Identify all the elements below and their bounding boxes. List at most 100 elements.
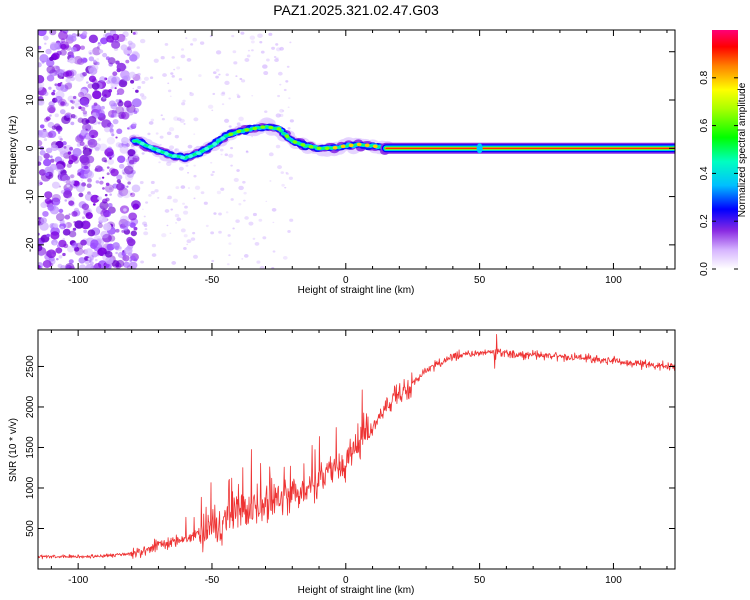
noise-blob [187,171,190,174]
noise-blob [272,221,275,224]
noise-blob [230,164,233,167]
ridge-peak [300,143,306,147]
noise-blob [114,87,117,90]
noise-blob [130,79,135,84]
noise-blob [251,49,254,52]
noise-blob [115,136,118,139]
noise-blob [82,93,92,102]
noise-blob [182,210,189,215]
ridge-peak [364,143,370,148]
noise-blob [94,262,102,269]
noise-blob [67,95,75,102]
noise-blob [186,58,192,62]
noise-blob [98,49,104,54]
noise-blob [268,152,274,157]
noise-blob [108,187,113,191]
noise-blob [171,56,175,59]
noise-blob [123,165,134,175]
ridge-peak [308,145,314,149]
noise-blob [167,89,172,93]
noise-blob [46,74,55,82]
spectrogram-ridge [127,117,675,164]
noise-blob [63,190,73,199]
noise-blob [108,89,113,93]
noise-blob [129,255,136,261]
ridge-peak [356,142,362,147]
noise-blob [172,198,178,203]
spectrogram-xtick-label: 50 [474,275,486,286]
noise-blob [211,109,214,112]
noise-blob [104,77,108,81]
noise-blob [80,239,87,246]
noise-blob [79,264,86,269]
noise-blob [141,152,145,155]
noise-blob [59,41,70,51]
noise-blob [69,174,74,179]
noise-blob [72,95,77,100]
noise-blob [42,210,49,217]
noise-blob [225,211,229,214]
noise-blob [49,163,57,171]
noise-blob [130,230,137,237]
noise-blob [100,105,105,110]
noise-blob [68,230,77,238]
noise-blob [106,166,110,169]
noise-blob [167,195,172,200]
noise-blob [44,42,47,45]
noise-blob [70,35,77,42]
noise-blob [183,246,187,250]
noise-blob [63,228,71,235]
noise-blob [121,222,125,225]
noise-blob [38,45,42,50]
noise-blob [157,196,160,199]
noise-blob [39,150,46,156]
snr-ytick-label: 1500 [25,436,36,459]
noise-blob [74,247,84,256]
noise-blob [269,180,272,182]
noise-blob [81,203,90,211]
noise-blob [111,102,115,106]
noise-blob [82,71,87,77]
noise-blob [51,197,61,206]
noise-blob [60,265,66,269]
noise-blob [127,127,130,130]
noise-blob [88,75,97,83]
noise-blob [263,71,269,76]
noise-blob [257,33,263,38]
noise-blob [260,50,265,54]
noise-blob [95,180,100,184]
noise-blob [248,221,254,226]
noise-blob [59,109,66,115]
noise-blob [55,163,64,172]
noise-blob [106,35,115,43]
noise-blob [63,146,67,149]
noise-blob [289,41,292,44]
noise-blob [247,49,251,52]
noise-blob [127,181,131,185]
noise-blob [82,112,88,117]
noise-blob [275,113,281,118]
noise-blob [72,227,77,231]
noise-blob [240,31,245,35]
noise-blob [174,213,180,218]
noise-blob [200,191,205,195]
noise-blob [176,217,182,222]
spectrogram-ytick-label: 0 [25,145,36,151]
noise-blob [285,80,289,83]
noise-blob [132,153,139,159]
noise-blob [77,172,82,176]
noise-blob [254,241,260,246]
noise-blob [213,212,217,215]
noise-blob [104,193,108,197]
noise-blob [111,260,120,268]
noise-blob [220,92,226,97]
noise-blob [79,154,89,164]
noise-blob [81,182,86,187]
noise-blob [49,155,53,159]
noise-blob [151,253,157,257]
noise-blob [47,203,56,212]
noise-blob [193,174,197,178]
noise-blob [273,55,277,59]
noise-blob [181,102,186,106]
noise-blob [43,158,52,167]
